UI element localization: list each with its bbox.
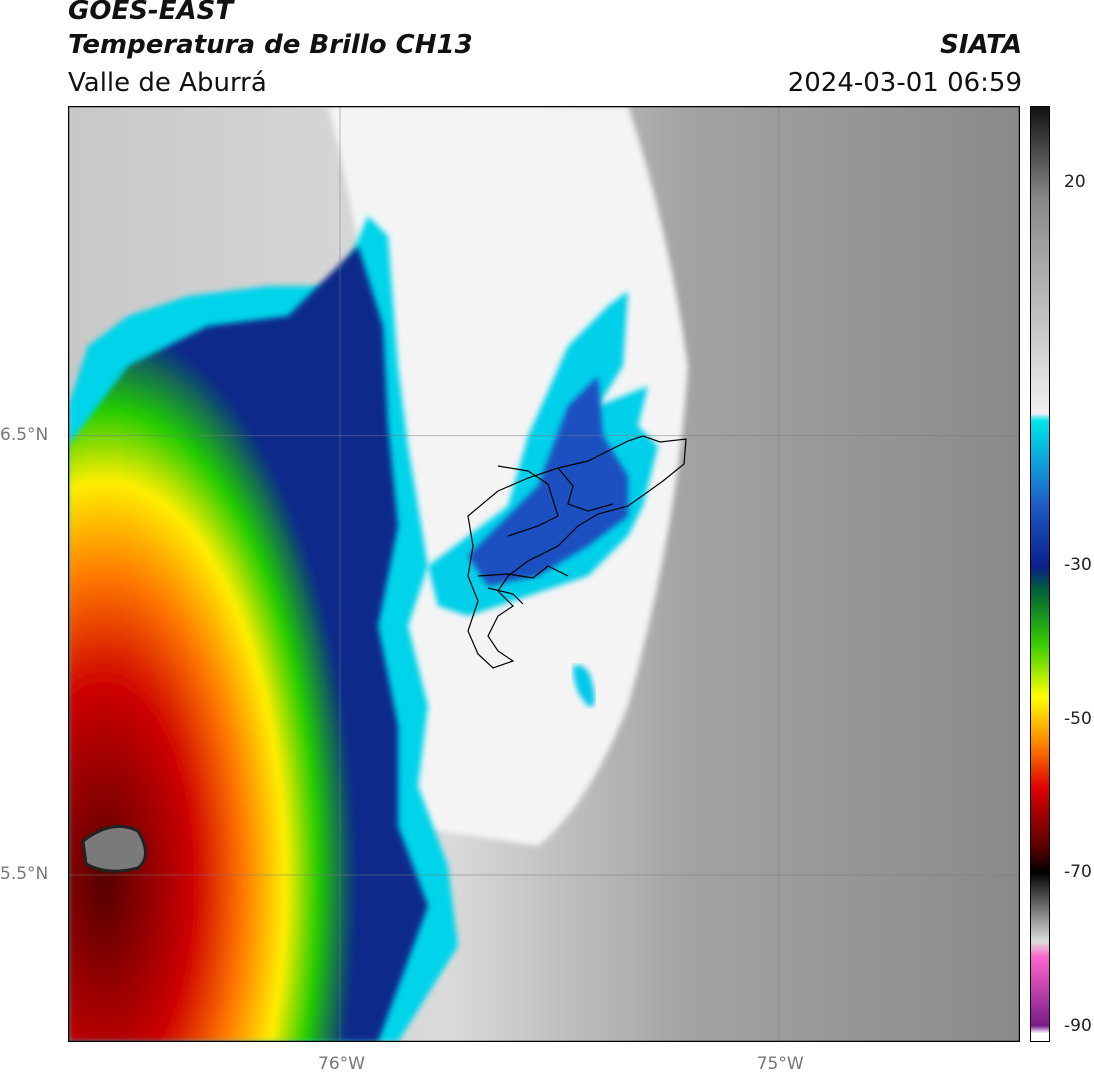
temperature-colorbar [1030, 106, 1050, 1042]
latitude-label: 6.5°N [0, 424, 49, 445]
agency-label: SIATA [940, 30, 1022, 60]
warm-eye [81, 824, 147, 873]
longitude-label: 76°W [318, 1054, 365, 1074]
colorbar-tick-label: -50 [1064, 708, 1092, 729]
longitude-label: 75°W [756, 1054, 804, 1074]
bright-cloud-band [328, 106, 688, 846]
map-frame [68, 106, 1020, 1042]
cell-tail [573, 665, 595, 707]
product-title: Temperatura de Brillo CH13 [68, 30, 473, 60]
region-label: Valle de Aburrá [68, 68, 267, 98]
aburra-municipal-boundaries [467, 435, 687, 669]
brightness-temperature-map [68, 106, 1020, 1042]
colorbar-tick-label: -90 [1064, 1015, 1092, 1036]
graticule [68, 106, 1020, 1042]
colorbar-tick-label: -70 [1064, 862, 1092, 883]
datetime-label: 2024-03-01 06:59 [787, 68, 1022, 98]
latitude-label: 5.5°N [0, 864, 49, 884]
convective-core [468, 376, 628, 586]
satellite-title: GOES-EAST [68, 0, 234, 26]
deep-cloud-core [68, 246, 428, 1042]
colorbar-tick-label: 20 [1064, 171, 1086, 192]
colorbar-tick-label: -30 [1064, 555, 1092, 576]
